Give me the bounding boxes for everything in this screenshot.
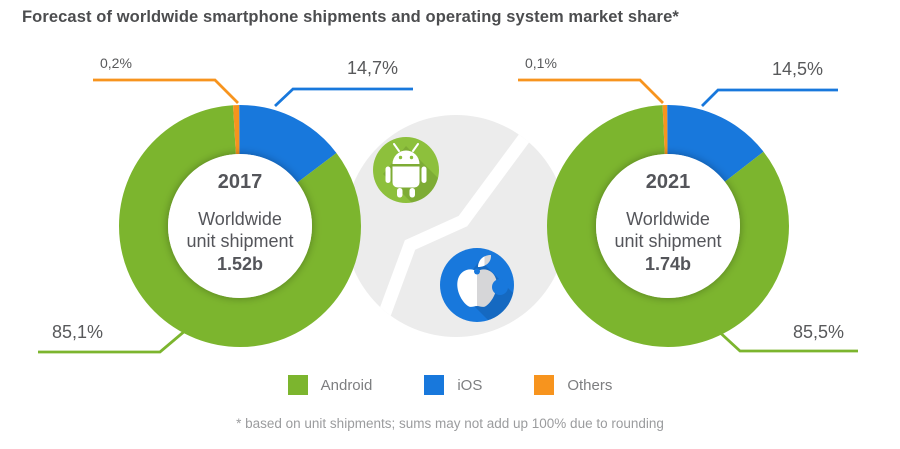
- legend-swatch-others: [534, 375, 555, 395]
- center-label-line2: unit shipment: [186, 231, 294, 251]
- label-2021-ios-pct: 14,5%: [772, 59, 824, 79]
- android-robot-icon: [385, 143, 427, 198]
- donut-chart-2017: [119, 105, 361, 347]
- leader-line-2021-android: [714, 326, 858, 353]
- leader-line-2017-others: [93, 78, 239, 104]
- leader-line-2021-others: [518, 78, 664, 104]
- legend-item-android: Android: [287, 375, 373, 395]
- year-2021: 2021: [645, 171, 691, 193]
- legend-swatch-android: [287, 375, 308, 395]
- legend-item-ios: iOS: [424, 375, 482, 395]
- donut-2021-android-slice: [547, 105, 789, 347]
- legend-label-ios: iOS: [457, 376, 483, 394]
- donut-2021-center-text: 2021 Worldwide unit shipment 1.74b: [583, 171, 753, 275]
- label-2017-ios-pct: 14,7%: [347, 58, 399, 78]
- android-badge: [373, 137, 439, 203]
- donut-2017-others-slice: [119, 105, 361, 347]
- label-2021-android-pct: 85,5%: [793, 322, 845, 342]
- donut-2017-hole: [168, 154, 312, 298]
- label-2017-others-pct: 0,2%: [100, 55, 132, 71]
- label-2021-others-pct: 0,1%: [525, 55, 557, 71]
- legend-item-others: Others: [534, 375, 612, 395]
- donut-chart-2021: [547, 105, 789, 347]
- footnote: * based on unit shipments; sums may not …: [236, 416, 664, 431]
- leader-line-2017-ios: [274, 87, 413, 108]
- center-label-line1: Worldwide: [626, 209, 710, 229]
- donut-2021-hole: [596, 154, 740, 298]
- leader-line-2021-ios: [701, 88, 838, 107]
- year-2017: 2017: [217, 171, 263, 193]
- shipment-value-2021: 1.74b: [644, 254, 692, 274]
- chart-title: Forecast of worldwide smartphone shipmen…: [22, 8, 679, 26]
- legend-label-android: Android: [320, 376, 373, 394]
- legend: Android iOS Others: [0, 375, 900, 395]
- center-label-line1: Worldwide: [198, 209, 282, 229]
- center-label-line2: unit shipment: [614, 231, 722, 251]
- shipment-value-2017: 1.52b: [216, 254, 264, 274]
- apple-logo-icon: [457, 255, 508, 307]
- donut-2021-others-slice: [547, 105, 789, 347]
- donut-2017-center-text: 2017 Worldwide unit shipment 1.52b: [155, 171, 325, 275]
- legend-label-others: Others: [567, 376, 613, 394]
- split-crack-line: [376, 115, 551, 321]
- apple-badge: [440, 248, 514, 322]
- label-2017-android-pct: 85,1%: [52, 322, 104, 342]
- legend-swatch-ios: [424, 375, 445, 395]
- leader-line-2017-android: [38, 328, 187, 354]
- donut-2017-android-slice: [119, 105, 361, 347]
